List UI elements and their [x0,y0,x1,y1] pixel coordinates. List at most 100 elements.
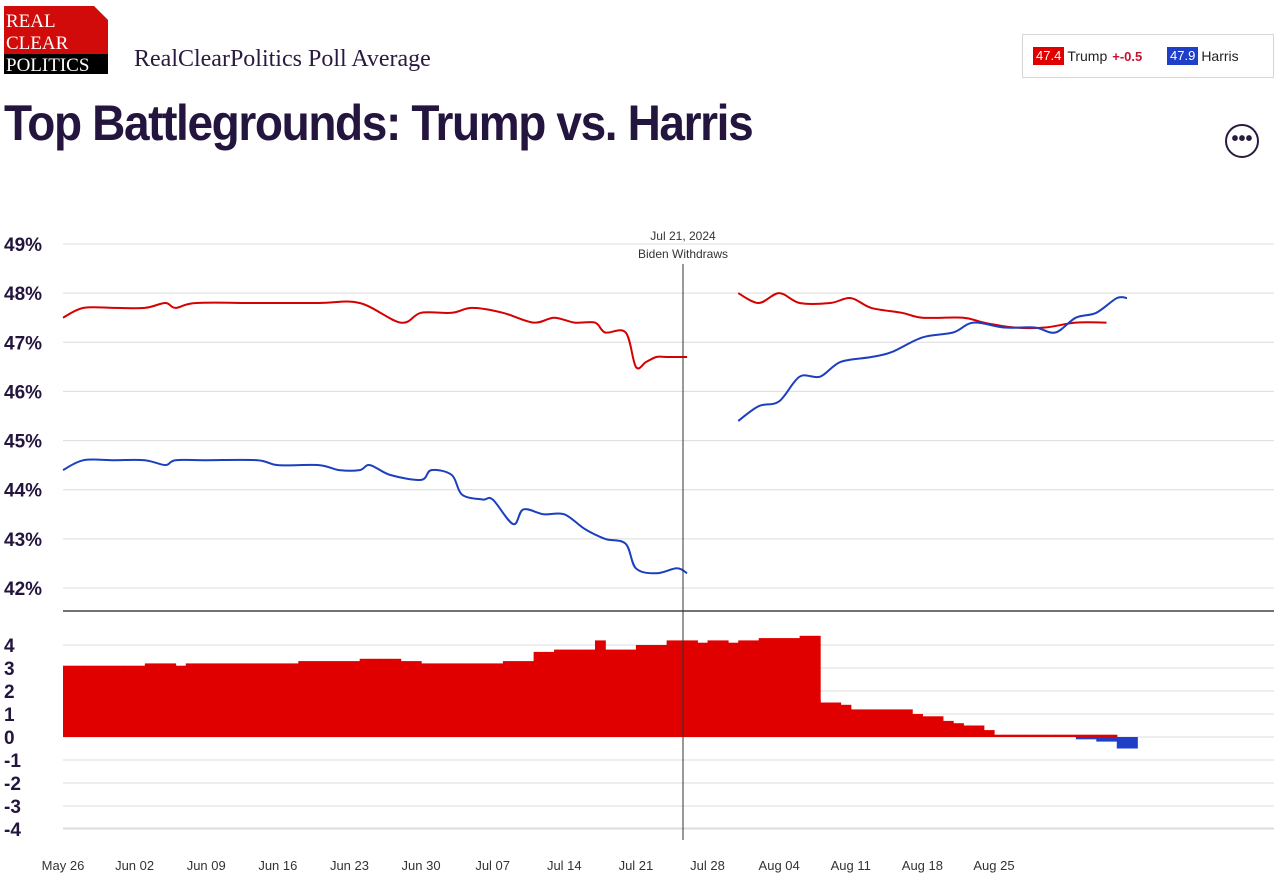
spread-bar [861,709,872,737]
x-tick-label: Aug 11 [831,858,871,873]
spread-bar [267,663,279,737]
y-tick-label: 43% [4,530,42,551]
more-options-button[interactable]: ••• [1225,124,1259,158]
spread-bar [922,716,934,737]
spread-bar [656,645,668,737]
spread-bar [155,663,166,737]
spread-bar [615,649,627,737]
spread-bar [1106,737,1118,742]
spread-bar [339,661,351,737]
spread-bar [901,709,913,737]
spread-bar [697,642,709,737]
legend-harris-label: Harris [1201,48,1239,64]
spread-tick-label: -4 [4,820,21,841]
x-tick-label: Jul 07 [475,858,510,873]
spread-bar [1065,734,1077,737]
spread-bar [850,709,862,737]
spread-bar [318,661,330,737]
x-tick-label: Aug 18 [902,858,943,873]
spread-bar [1055,734,1067,737]
x-tick-label: Jul 28 [690,858,725,873]
spread-bar [134,665,146,737]
spread-bar [83,665,95,737]
spread-bar [646,645,657,737]
x-tick-label: Jun 23 [330,858,369,873]
logo-text-politics: POLITICS [6,55,89,74]
series-line-harris [737,296,1128,422]
spread-bar [1086,734,1097,737]
spread-bar [216,663,228,737]
spread-bar [953,723,964,737]
spread-bar [799,635,811,737]
spread-bar [124,665,136,737]
legend-item-trump: 47.4 Trump +-0.5 [1033,47,1142,65]
annotation-label: Biden Withdraws [638,247,728,261]
spread-bar [73,665,85,737]
spread-bar [1086,737,1097,740]
spread-bar [1024,734,1036,737]
spread-bar [298,661,310,737]
y-tick-label: 48% [4,284,42,305]
spread-bar [891,709,903,737]
spread-bar [1127,737,1138,749]
spread-bar [103,665,115,737]
spread-bar [942,720,954,737]
spread-bar [595,640,606,737]
legend-trump-value: 47.4 [1033,47,1065,65]
spread-bar [206,663,218,737]
spread-bar [554,649,565,737]
top-chart-grid [63,243,1274,589]
y-tick-label: 45% [4,432,42,453]
spread-bar [1034,734,1046,737]
spread-bar [369,658,381,737]
spread-bar [1116,737,1128,749]
spread-bar [1045,734,1056,737]
spread-tick-label: 4 [4,636,15,657]
rcp-logo[interactable]: REAL CLEAR POLITICS [4,6,108,76]
spread-bar [840,704,852,737]
x-tick-label: May 26 [42,858,85,873]
spread-bar [635,645,647,737]
spread-bar [472,663,484,737]
spread-bar [523,661,535,737]
spread-bar [738,677,750,737]
legend-trump-label: Trump [1067,48,1108,64]
spread-bar [912,714,923,737]
spread-bars [63,635,1138,749]
series-line-trump [737,292,1107,330]
spread-bar [63,665,74,737]
spread-bar [779,688,790,737]
spread-bar [768,638,780,737]
spread-bar [963,725,975,737]
legend-trump-spread: +-0.5 [1112,48,1143,64]
spread-bar [492,663,504,737]
logo-text-real: REAL [6,11,56,32]
spread-bar [1014,734,1026,737]
spread-bar [932,716,944,737]
page-subtitle: RealClearPolitics Poll Average [134,46,431,72]
spread-bar [462,663,473,737]
spread-bar [564,649,576,737]
series-line-trump [62,300,688,370]
spread-bar [144,663,156,737]
spread-bar [349,661,361,737]
x-tick-label: Jun 30 [402,858,441,873]
spread-bar [175,665,187,737]
spread-bar [973,725,985,737]
spread-bar [257,663,269,737]
x-tick-label: Jul 14 [547,858,582,873]
spread-bar [809,700,821,737]
spread-bar [185,663,197,737]
spread-bar [421,663,432,737]
spread-bar [533,651,545,737]
spread-bar [881,709,893,737]
spread-bar [236,663,248,737]
spread-bar [605,649,617,737]
y-tick-label: 46% [4,382,42,403]
x-tick-label: Aug 25 [973,858,1014,873]
spread-bar [277,663,289,737]
spread-bar [400,661,412,737]
spread-bar [584,649,596,737]
